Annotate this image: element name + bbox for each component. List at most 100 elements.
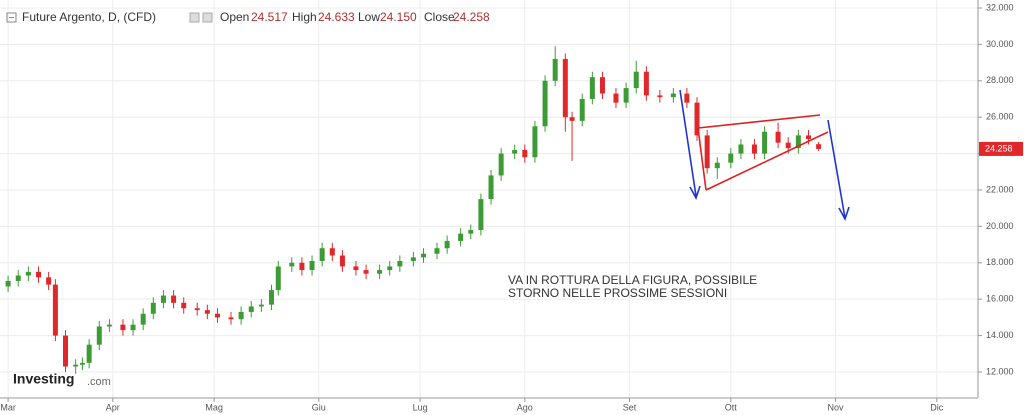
close-value: 24.258 xyxy=(453,10,490,24)
candle-body xyxy=(275,266,281,291)
candle-body xyxy=(171,295,177,303)
logo-brand: Investing xyxy=(13,371,74,387)
y-tick-label: 26.000 xyxy=(986,112,1014,122)
candle-body xyxy=(488,175,494,200)
y-tick-label: 12.000 xyxy=(986,366,1014,376)
x-tick-label: Mar xyxy=(0,402,16,412)
trend-line xyxy=(697,127,707,191)
candle-body xyxy=(633,71,639,89)
candle-body xyxy=(289,262,295,267)
y-tick-label: 28.000 xyxy=(986,75,1014,85)
candle-body xyxy=(79,362,85,365)
candle-body xyxy=(444,240,450,249)
candle-body xyxy=(420,253,426,258)
x-tick-label: Nov xyxy=(827,402,844,412)
candle-body xyxy=(410,257,416,261)
price-tag xyxy=(979,141,1023,156)
candle-body xyxy=(795,135,801,149)
candle-body xyxy=(329,248,335,256)
collapse-icon[interactable] xyxy=(6,12,17,23)
price-tag-label: 24.258 xyxy=(985,143,1013,153)
arrow xyxy=(679,89,697,197)
high-value: 24.633 xyxy=(318,10,355,24)
candle-body xyxy=(387,266,393,271)
candle-body xyxy=(353,266,359,271)
candle-body xyxy=(599,77,605,94)
y-tick-label: 32.000 xyxy=(986,2,1014,12)
candle-body xyxy=(552,58,558,81)
candle-body xyxy=(714,162,720,169)
candle-body xyxy=(204,310,210,314)
candle-body xyxy=(269,290,275,305)
x-tick-label: Lug xyxy=(413,402,428,412)
candle-body xyxy=(63,335,69,367)
candle-body xyxy=(805,135,811,140)
candle-body xyxy=(194,308,200,311)
candle-body xyxy=(775,131,781,143)
candle-body xyxy=(73,364,79,367)
close-icon[interactable] xyxy=(202,12,213,23)
candle-body xyxy=(816,144,822,149)
candle-body xyxy=(579,98,585,121)
candle-body xyxy=(120,324,126,331)
candle-body xyxy=(46,277,52,285)
arrow xyxy=(827,119,846,219)
arrow-head xyxy=(838,206,850,221)
candle-body xyxy=(434,248,440,254)
y-tick-label: 20.000 xyxy=(986,221,1014,231)
candle-body xyxy=(657,95,663,98)
candle-body xyxy=(377,270,383,274)
candle-body xyxy=(140,313,146,325)
candle-body xyxy=(522,149,528,158)
candle-body xyxy=(35,271,41,278)
candle-body xyxy=(569,117,575,121)
candle-body xyxy=(498,153,504,176)
x-tick-label: Set xyxy=(623,402,637,412)
low-value: 24.150 xyxy=(380,10,417,24)
y-tick-label: 22.000 xyxy=(986,184,1014,194)
low-label: Low xyxy=(358,10,380,24)
candle-body xyxy=(363,270,369,274)
candle-body xyxy=(299,262,305,271)
candle-body xyxy=(96,326,102,345)
candle-body xyxy=(160,295,166,303)
close-label: Close xyxy=(424,10,455,24)
x-tick-label: Mag xyxy=(205,402,223,412)
candle-body xyxy=(339,255,345,267)
candle-body xyxy=(106,324,112,327)
candle-body xyxy=(248,306,254,312)
candle-body xyxy=(643,71,649,96)
candle-body xyxy=(130,324,136,331)
candle-body xyxy=(478,199,484,231)
candle-body xyxy=(512,149,518,154)
legend: Future Argento, D, (CFD) Open 24.517 Hig… xyxy=(6,10,490,24)
trend-line xyxy=(705,131,829,191)
candle-body xyxy=(238,311,244,320)
candle-body xyxy=(532,126,538,158)
candle-body xyxy=(258,304,264,307)
candle-body xyxy=(762,131,768,154)
x-tick-label: Apr xyxy=(106,402,120,412)
candle-body xyxy=(670,93,676,98)
annotation: VA IN ROTTURA DELLA FIGURA, POSSIBILE xyxy=(508,273,757,287)
candle-body xyxy=(468,230,474,234)
candle-body xyxy=(458,233,464,241)
x-tick-label: Ago xyxy=(517,402,533,412)
candle-body xyxy=(5,280,11,287)
candle-body xyxy=(15,275,21,281)
candle-body xyxy=(309,260,315,271)
x-tick-label: Giu xyxy=(312,402,326,412)
candle-body xyxy=(562,58,568,118)
candle-body xyxy=(319,248,325,261)
candle-body xyxy=(694,102,700,136)
candle-body xyxy=(684,93,690,103)
settings-icon[interactable] xyxy=(189,12,200,23)
annotation: STORNO NELLE PROSSIME SESSIONI xyxy=(508,286,727,300)
candle-body xyxy=(589,77,595,99)
candle-body xyxy=(397,260,403,267)
candle-body xyxy=(623,88,629,103)
candle-body xyxy=(542,80,548,127)
